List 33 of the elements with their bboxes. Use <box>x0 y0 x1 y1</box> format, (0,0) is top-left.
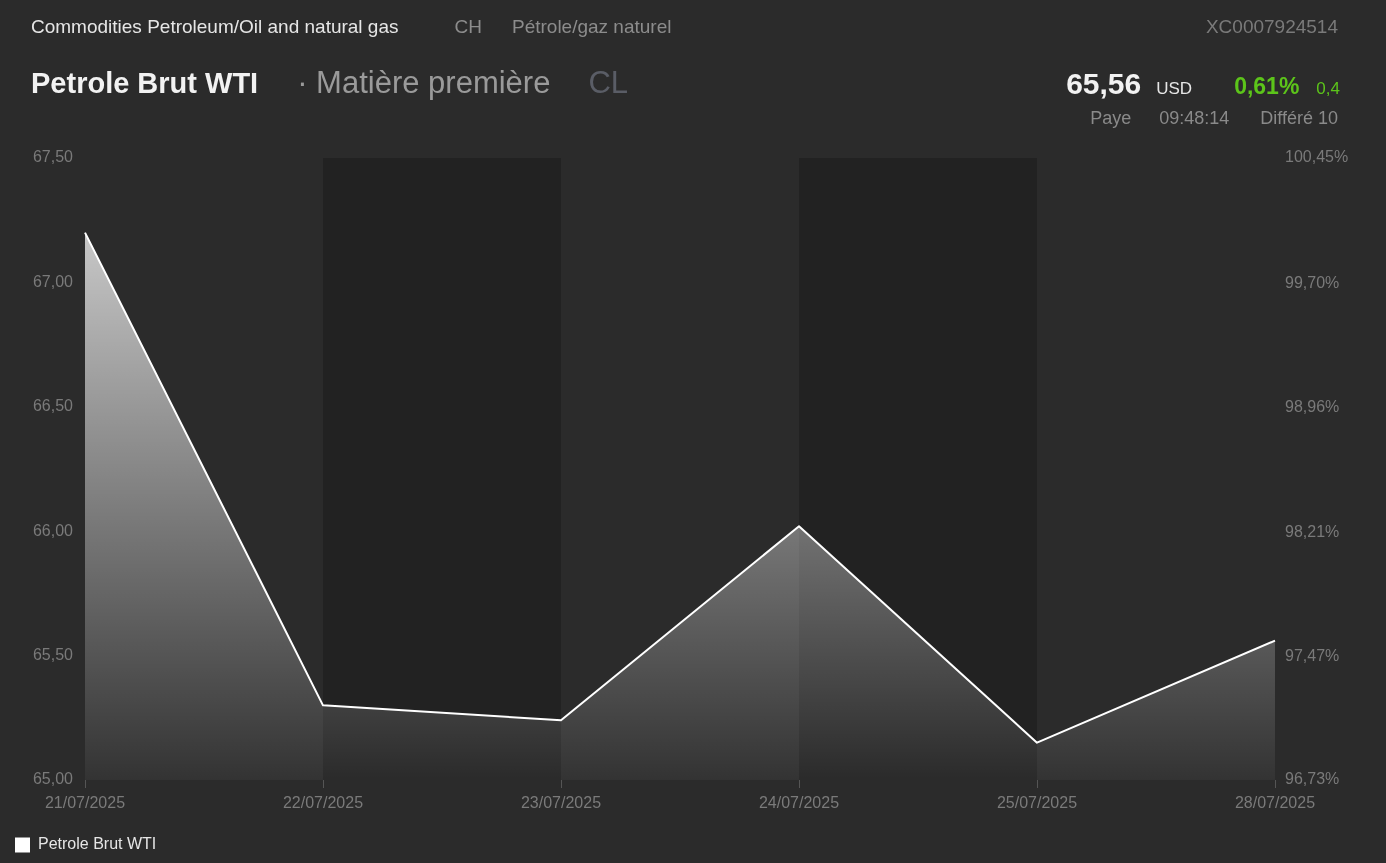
text: XC0007924514 <box>1205 16 1338 38</box>
chart-title: Petrole Brut WTI <box>31 67 259 100</box>
text: 65,56 <box>1066 67 1142 101</box>
y2-tick-label: 98,21% <box>1285 522 1340 540</box>
x-tick-label: 22/07/2025 <box>282 794 364 812</box>
text: 0,61% <box>1234 73 1300 100</box>
y-tick-label: 67,50 <box>32 148 74 166</box>
x-tick-label: 25/07/2025 <box>996 794 1078 812</box>
x-tick-label: 24/07/2025 <box>758 794 840 812</box>
text: USD <box>1156 79 1193 99</box>
text: CL <box>588 65 629 101</box>
y2-tick-label: 99,70% <box>1285 273 1340 291</box>
text: 0,4 <box>1316 79 1340 99</box>
y2-tick-label: 100,45% <box>1285 148 1349 166</box>
y2-tick-label: 97,47% <box>1285 646 1340 664</box>
text: Paye <box>1090 108 1132 129</box>
text: 09:48:14 <box>1159 108 1230 129</box>
text: CH <box>454 16 482 38</box>
x-tick-label: 23/07/2025 <box>520 794 602 812</box>
y-tick-label: 66,50 <box>32 397 74 415</box>
y-tick-label: 65,00 <box>32 770 74 788</box>
y-tick-label: 67,00 <box>32 272 74 290</box>
y-tick-label: 65,50 <box>32 646 74 664</box>
chart-subtitle: · Matière première <box>297 65 551 101</box>
text: Pétrole/gaz naturel <box>511 16 672 38</box>
text: Différé 10 <box>1260 108 1338 129</box>
text: Commodities Petroleum/Oil and natural gas <box>31 16 399 38</box>
y-tick-label: 66,00 <box>32 521 74 539</box>
x-tick-label: 21/07/2025 <box>44 794 126 812</box>
y2-tick-label: 96,73% <box>1285 770 1340 788</box>
y2-tick-label: 98,96% <box>1285 397 1340 415</box>
legend-label: Petrole Brut WTI <box>38 835 157 853</box>
x-tick-label: 28/07/2025 <box>1234 794 1316 812</box>
